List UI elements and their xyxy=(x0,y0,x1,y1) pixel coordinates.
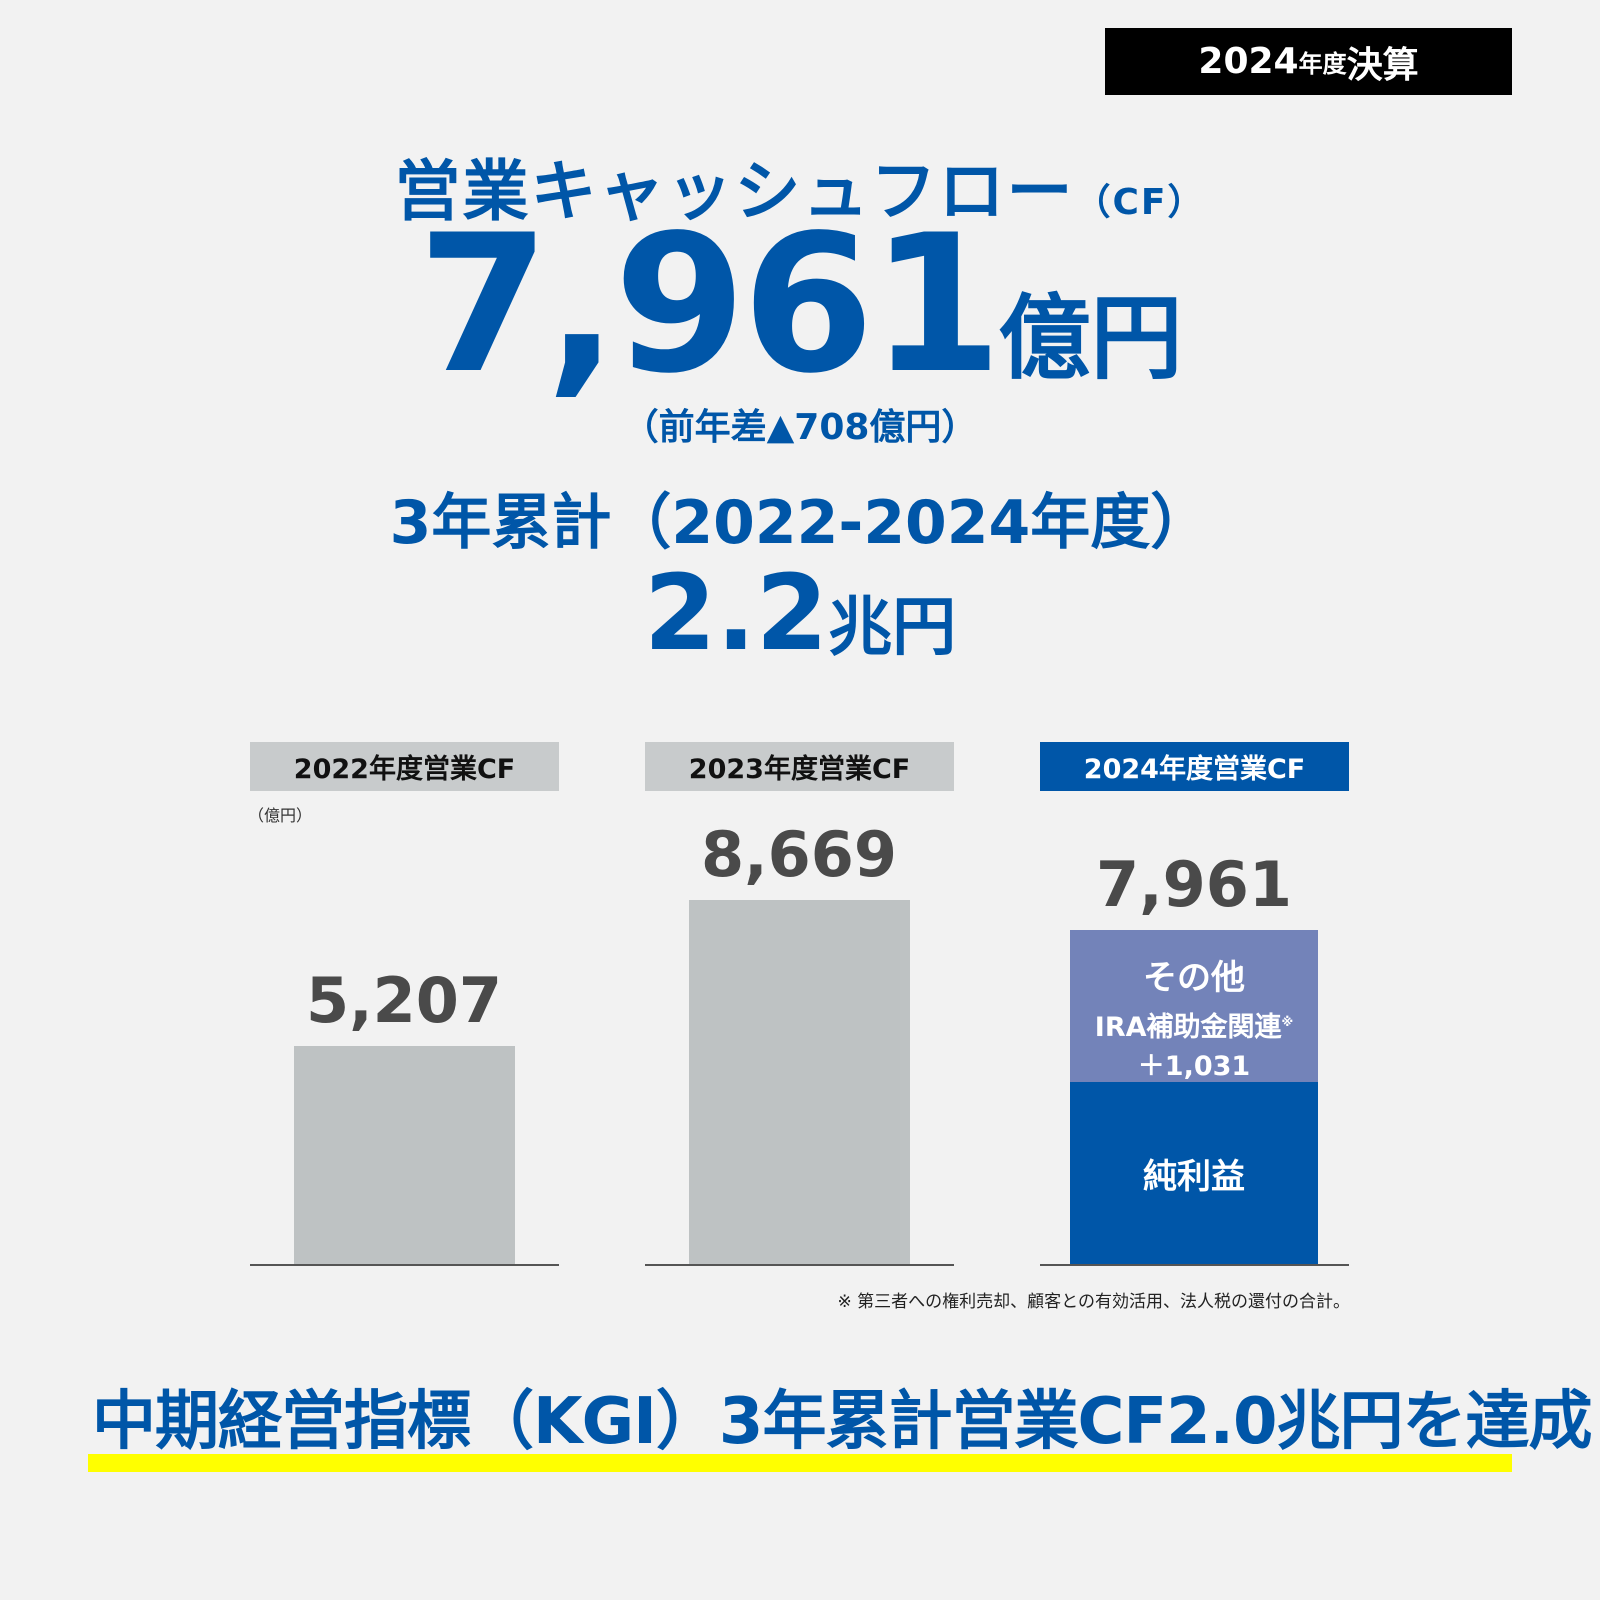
segment-other-value: ＋1,031 xyxy=(1137,1050,1251,1082)
category-label-2022: 2022年度営業CF xyxy=(250,742,559,791)
bar-2022 xyxy=(294,1045,515,1265)
value-label-2023: 8,669 xyxy=(700,818,898,891)
category-label-2023: 2023年度営業CF xyxy=(645,742,954,791)
segment-other-sub: IRA補助金関連 xyxy=(1094,1011,1282,1043)
cumulative-unit: 兆円 xyxy=(828,591,957,665)
baseline-2022 xyxy=(250,1264,559,1266)
baseline-2023 xyxy=(645,1264,954,1266)
unit-label: （億円） xyxy=(248,806,313,825)
category-label-2024: 2024年度営業CF xyxy=(1040,742,1349,791)
bar-2023 xyxy=(689,900,910,1265)
kgi-statement: 中期経営指標（KGI）3年累計営業CF2.0兆円を達成 xyxy=(92,1385,1593,1459)
fiscal-year-badge: 2024 年度 決算 xyxy=(1105,28,1512,95)
segment-other: その他 IRA補助金関連※ ＋1,031 xyxy=(1070,929,1318,1082)
note-mark: ※ xyxy=(1281,1014,1294,1029)
badge-year: 2024 xyxy=(1198,41,1299,82)
baseline-2024 xyxy=(1040,1264,1349,1266)
highlight-underline xyxy=(88,1454,1512,1472)
title-text: 営業キャッシュフロー xyxy=(394,153,1075,230)
badge-suffix: 決算 xyxy=(1346,44,1419,86)
page-title: 営業キャッシュフロー（CF） xyxy=(0,138,1600,234)
footnote: ※ 第三者への権利売却、顧客との有効活用、法人税の還付の合計。 xyxy=(837,1292,1350,1312)
bar-2024: その他 IRA補助金関連※ ＋1,031 純利益 xyxy=(1070,929,1318,1265)
value-label-2024: 7,961 xyxy=(1095,847,1293,921)
title-suffix: （CF） xyxy=(1074,182,1206,223)
cumulative-number: 2.2 xyxy=(643,552,829,674)
yoy-diff: （前年差▲708億円） xyxy=(622,407,978,448)
badge-suffix-small: 年度 xyxy=(1298,50,1347,78)
segment-other-label: その他 xyxy=(1143,957,1245,998)
main-value: 7,961億円 xyxy=(0,210,1600,434)
value-label-2022: 5,207 xyxy=(305,963,503,1037)
segment-net-income: 純利益 xyxy=(1070,1081,1318,1265)
cumulative-label: 3年累計（2022-2024年度） xyxy=(389,488,1211,558)
main-value-unit: 億円 xyxy=(998,285,1183,392)
cumulative-value: 2.2兆円 xyxy=(0,558,1600,683)
main-value-number: 7,961 xyxy=(417,194,1002,415)
